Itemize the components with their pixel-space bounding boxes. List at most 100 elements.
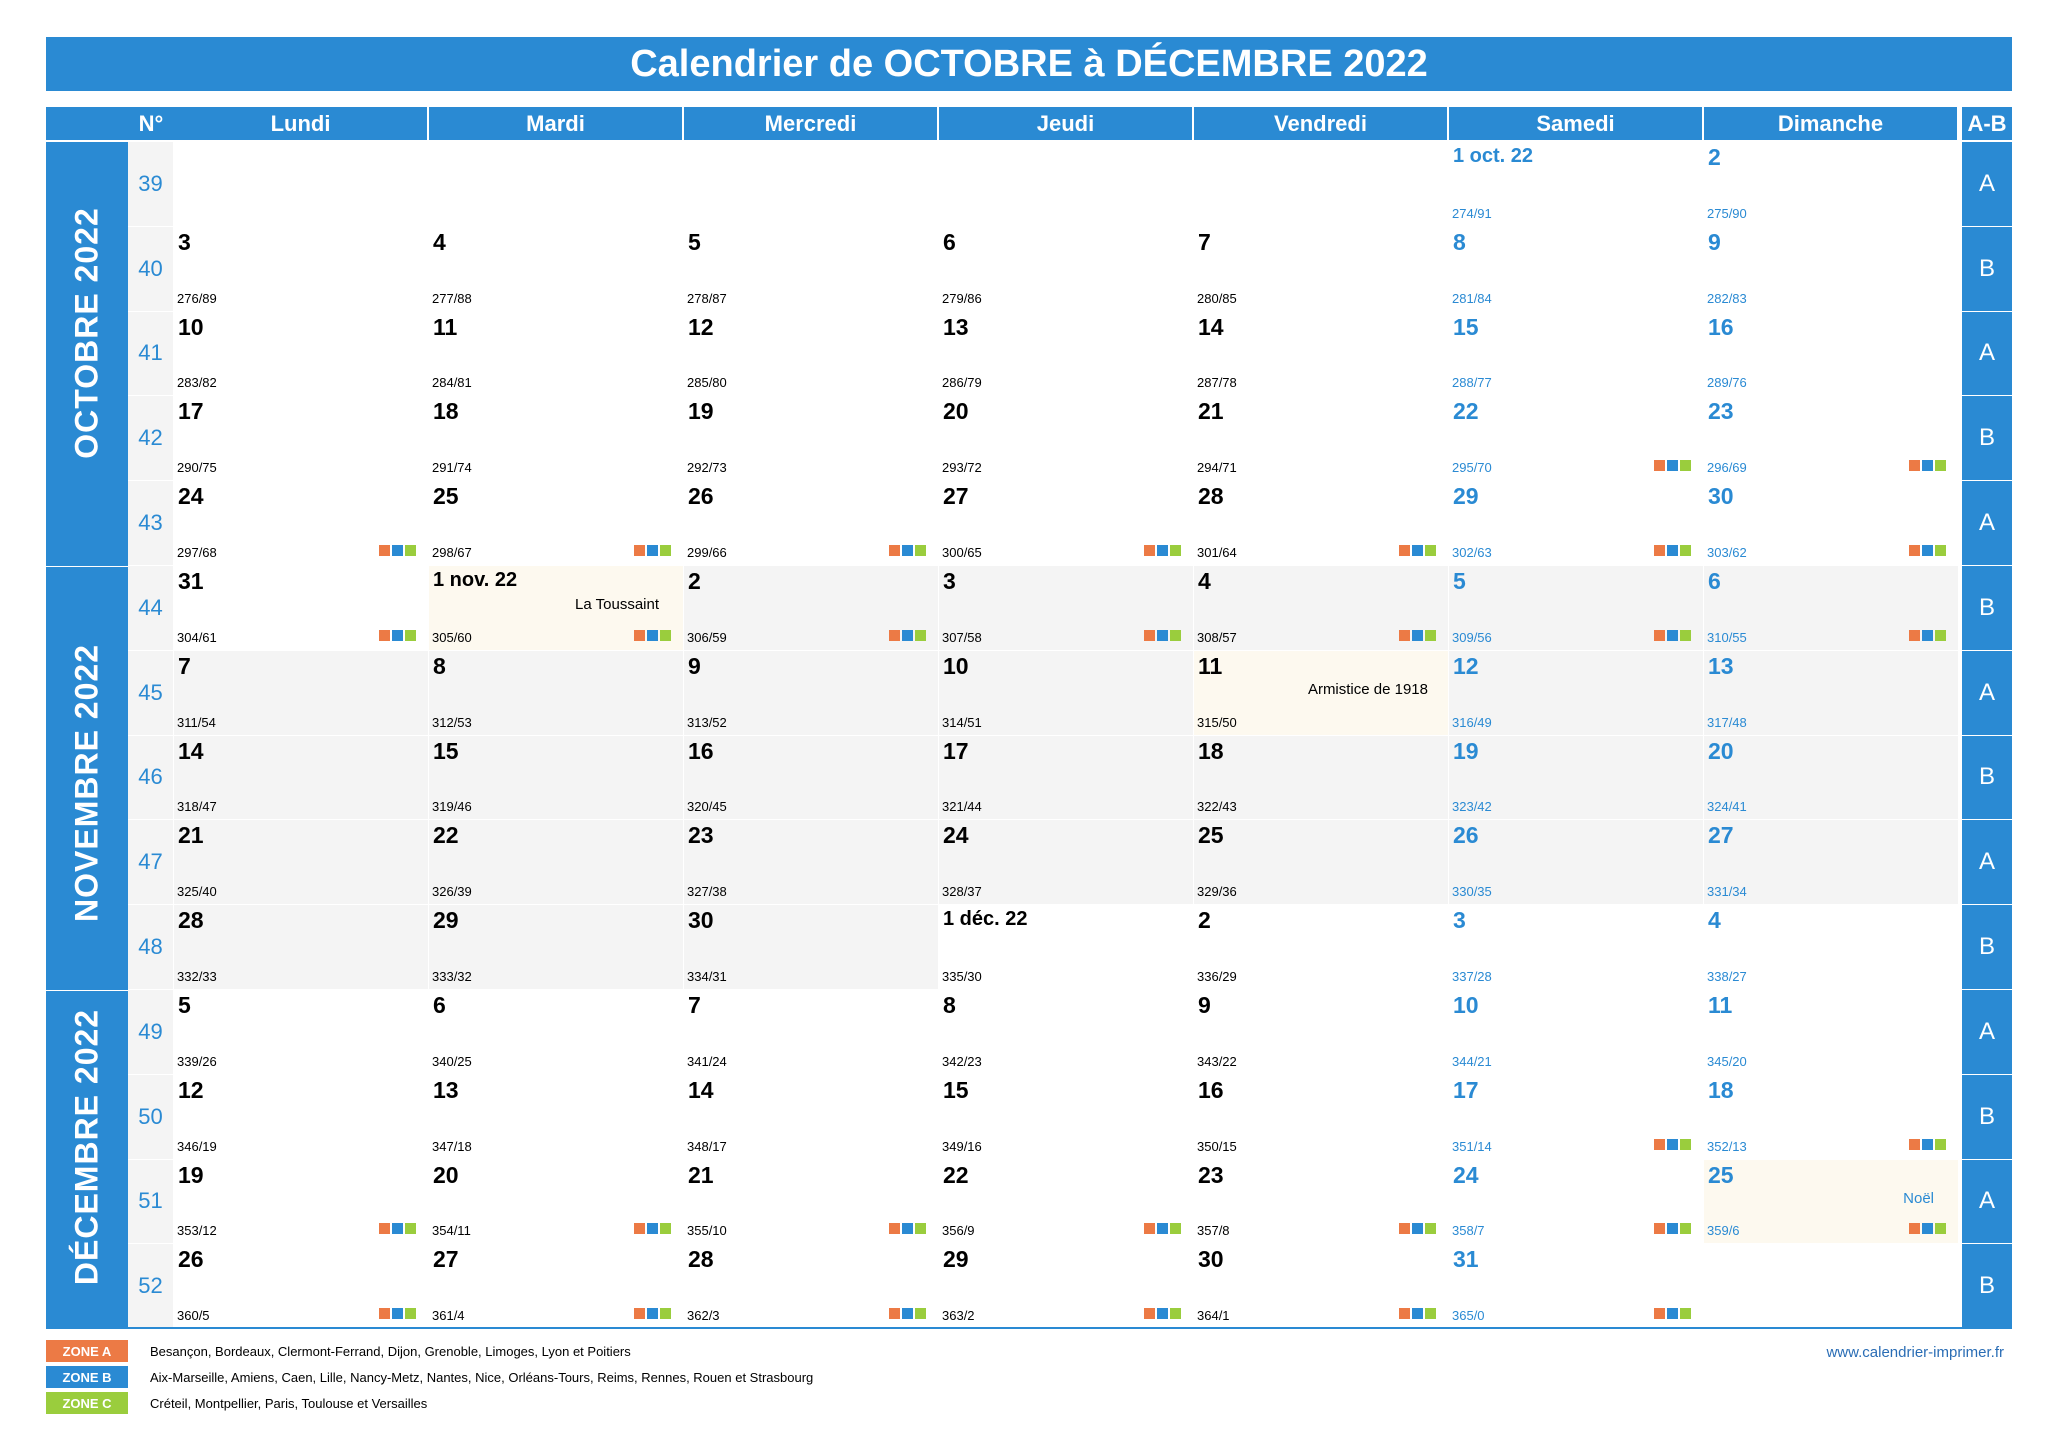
day-cell[interactable]: 6 310/55	[1704, 566, 1958, 650]
day-cell[interactable]: 27 361/4	[429, 1244, 683, 1329]
day-cell[interactable]: 2 306/59	[684, 566, 938, 650]
day-cell[interactable]: 7 341/24	[684, 990, 938, 1074]
day-cell[interactable]: 29 302/63	[1449, 481, 1703, 565]
website-link[interactable]: www.calendrier-imprimer.fr	[1826, 1344, 2004, 1361]
ab-week-indicator: B	[1962, 735, 2012, 820]
day-cell[interactable]: 2 275/90	[1704, 142, 1958, 226]
day-cell[interactable]: 19 353/12	[174, 1159, 428, 1244]
day-cell[interactable]: 30 303/62	[1704, 481, 1958, 565]
day-of-year: 296/69	[1707, 460, 1747, 476]
day-cell[interactable]: 10 283/82	[174, 311, 428, 396]
day-cell[interactable]: 14 287/78	[1194, 311, 1448, 396]
day-cell[interactable]: 5 339/26	[174, 990, 428, 1074]
day-cell[interactable]: 11 345/20	[1704, 990, 1958, 1074]
day-cell[interactable]: 28 362/3	[684, 1244, 938, 1329]
day-cell[interactable]: 12 346/19	[174, 1074, 428, 1159]
day-cell[interactable]: 13 347/18	[429, 1074, 683, 1159]
day-cell[interactable]: 29 333/32	[429, 905, 683, 989]
day-cell[interactable]: 4 277/88	[429, 226, 683, 311]
day-cell[interactable]: 14 348/17	[684, 1074, 938, 1159]
day-cell[interactable]: 22 356/9	[939, 1159, 1193, 1244]
day-cell[interactable]: 15 288/77	[1449, 311, 1703, 396]
day-cell[interactable]: 16 289/76	[1704, 311, 1958, 396]
day-cell[interactable]: 12 285/80	[684, 311, 938, 396]
day-cell[interactable]: 10 344/21	[1449, 990, 1703, 1074]
day-cell[interactable]: 20 324/41	[1704, 735, 1958, 820]
day-cell[interactable]: 27 300/65	[939, 481, 1193, 565]
day-number: 13	[1708, 652, 1734, 679]
day-cell[interactable]: 3 307/58	[939, 566, 1193, 650]
day-cell[interactable]: 28 301/64	[1194, 481, 1448, 565]
day-cell[interactable]: 17 290/75	[174, 396, 428, 481]
day-cell[interactable]: 26 299/66	[684, 481, 938, 565]
day-cell[interactable]: 9 343/22	[1194, 990, 1448, 1074]
day-cell[interactable]: 26 360/5	[174, 1244, 428, 1329]
day-cell[interactable]: 7 311/54	[174, 650, 428, 735]
day-cell[interactable]: 29 363/2	[939, 1244, 1193, 1329]
day-cell[interactable]: 28 332/33	[174, 905, 428, 989]
day-cell[interactable]: 22 326/39	[429, 820, 683, 905]
day-cell[interactable]: 1 oct. 22 274/91	[1449, 142, 1703, 226]
day-cell[interactable]: 6 279/86	[939, 226, 1193, 311]
day-cell[interactable]: 11 284/81	[429, 311, 683, 396]
day-cell[interactable]: 21 325/40	[174, 820, 428, 905]
day-cell[interactable]: 4 308/57	[1194, 566, 1448, 650]
day-cell[interactable]: 18 352/13	[1704, 1074, 1958, 1159]
day-cell[interactable]: 31 365/0	[1449, 1244, 1703, 1329]
day-cell[interactable]: 4 338/27	[1704, 905, 1958, 989]
zone-b-marker	[1667, 460, 1678, 472]
day-cell[interactable]: 8 281/84	[1449, 226, 1703, 311]
day-cell[interactable]: 24 328/37	[939, 820, 1193, 905]
zone-badge: ZONE A	[46, 1340, 128, 1362]
day-cell[interactable]: 20 354/11	[429, 1159, 683, 1244]
day-cell[interactable]: 23 357/8	[1194, 1159, 1448, 1244]
day-cell[interactable]: 14 318/47	[174, 735, 428, 820]
day-cell[interactable]: 23 327/38	[684, 820, 938, 905]
day-cell[interactable]: 24 358/7	[1449, 1159, 1703, 1244]
day-cell[interactable]: 17 321/44	[939, 735, 1193, 820]
zone-a-marker	[1654, 1308, 1665, 1320]
day-number: 25	[1198, 822, 1224, 849]
day-cell[interactable]: 23 296/69	[1704, 396, 1958, 481]
day-cell[interactable]: 2 336/29	[1194, 905, 1448, 989]
day-cell[interactable]: 9 313/52	[684, 650, 938, 735]
day-cell[interactable]: 20 293/72	[939, 396, 1193, 481]
day-cell[interactable]: 8 312/53	[429, 650, 683, 735]
day-cell[interactable]: 21 355/10	[684, 1159, 938, 1244]
day-cell[interactable]: 1 nov. 22 305/60 La Toussaint	[429, 566, 683, 650]
day-cell[interactable]: 15 319/46	[429, 735, 683, 820]
day-cell[interactable]: 15 349/16	[939, 1074, 1193, 1159]
day-cell[interactable]: 26 330/35	[1449, 820, 1703, 905]
day-cell[interactable]: 16 320/45	[684, 735, 938, 820]
day-cell[interactable]: 24 297/68	[174, 481, 428, 565]
day-cell[interactable]: 27 331/34	[1704, 820, 1958, 905]
day-cell[interactable]: 25 329/36	[1194, 820, 1448, 905]
day-cell[interactable]: 5 309/56	[1449, 566, 1703, 650]
day-cell[interactable]: 13 286/79	[939, 311, 1193, 396]
day-cell[interactable]: 1 déc. 22 335/30	[939, 905, 1193, 989]
day-cell[interactable]: 25 359/6 Noël	[1704, 1159, 1958, 1244]
day-cell[interactable]: 7 280/85	[1194, 226, 1448, 311]
day-cell[interactable]: 21 294/71	[1194, 396, 1448, 481]
day-cell[interactable]: 3 276/89	[174, 226, 428, 311]
day-cell[interactable]: 22 295/70	[1449, 396, 1703, 481]
day-cell[interactable]: 17 351/14	[1449, 1074, 1703, 1159]
day-cell[interactable]: 13 317/48	[1704, 650, 1958, 735]
day-cell[interactable]: 25 298/67	[429, 481, 683, 565]
day-cell[interactable]: 30 364/1	[1194, 1244, 1448, 1329]
day-cell[interactable]: 30 334/31	[684, 905, 938, 989]
day-cell[interactable]: 6 340/25	[429, 990, 683, 1074]
day-cell[interactable]: 9 282/83	[1704, 226, 1958, 311]
day-cell[interactable]: 16 350/15	[1194, 1074, 1448, 1159]
day-cell[interactable]: 12 316/49	[1449, 650, 1703, 735]
day-cell[interactable]: 8 342/23	[939, 990, 1193, 1074]
day-cell[interactable]: 19 292/73	[684, 396, 938, 481]
day-cell[interactable]: 11 315/50 Armistice de 1918	[1194, 650, 1448, 735]
day-cell[interactable]: 31 304/61	[174, 566, 428, 650]
day-cell[interactable]: 18 291/74	[429, 396, 683, 481]
day-cell[interactable]: 10 314/51	[939, 650, 1193, 735]
day-cell[interactable]: 5 278/87	[684, 226, 938, 311]
day-cell[interactable]: 19 323/42	[1449, 735, 1703, 820]
day-cell[interactable]: 3 337/28	[1449, 905, 1703, 989]
day-cell[interactable]: 18 322/43	[1194, 735, 1448, 820]
